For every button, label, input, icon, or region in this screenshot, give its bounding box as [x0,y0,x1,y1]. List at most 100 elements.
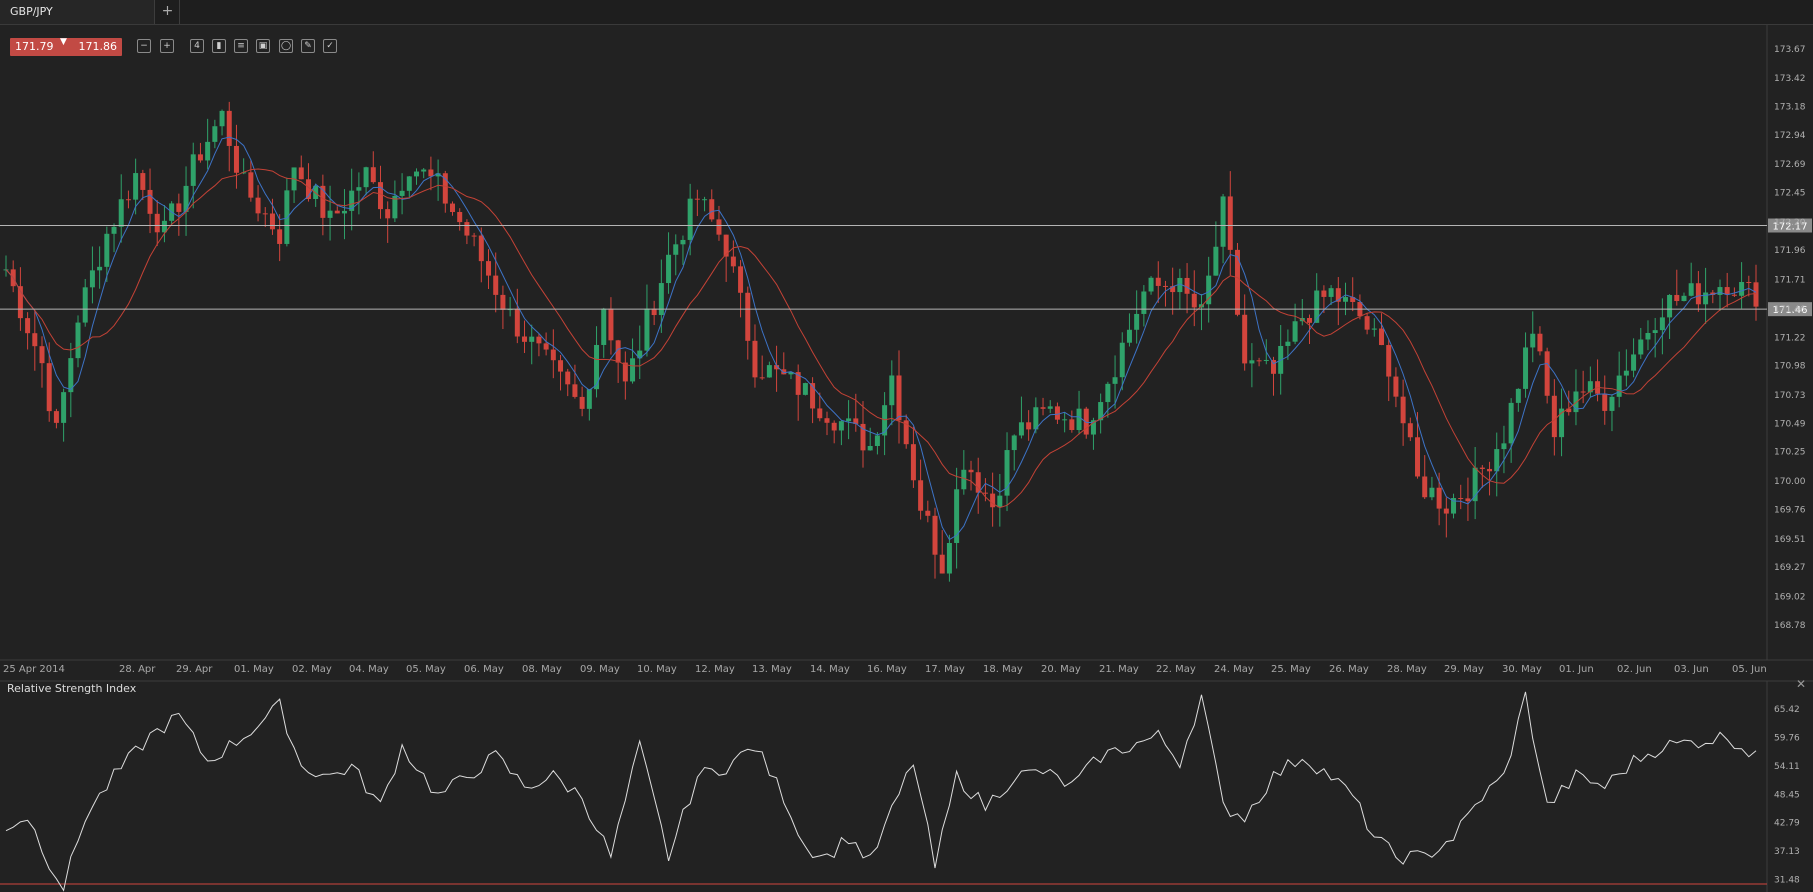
timeframe-icon[interactable]: 4 [190,39,204,53]
rsi-panel-title: Relative Strength Index [7,682,137,695]
candle-body [1206,275,1212,305]
indicators-icon[interactable]: ≡ [234,39,248,53]
candle-body [305,179,311,200]
candle-body [1069,419,1075,431]
candle-body [1602,393,1608,411]
candle-body [550,349,556,361]
candle-body [46,363,52,412]
candle-body [1004,450,1010,496]
templates-icon[interactable]: ▣ [256,39,270,53]
time-tick-label: 13. May [752,664,792,675]
tab-gbp-jpy[interactable]: GBP/JPY [0,0,155,24]
candle-body [1018,422,1024,436]
candle-body [838,421,844,431]
candle-body [1263,359,1269,361]
candle-body [1026,422,1032,430]
time-tick-label: 02. Jun [1617,664,1652,675]
candle-body [1191,293,1197,308]
candle-body [1220,196,1226,247]
candle-body [226,110,232,146]
candle-body [997,495,1003,508]
candle-body [161,220,167,233]
candle-body [694,198,700,200]
candle-body [399,190,405,196]
candle-body [1487,468,1493,472]
quote-box[interactable]: 171.79 ▼ 171.86 [10,37,122,56]
candle-body [1695,283,1701,305]
candle-body [53,411,59,423]
draw-icon[interactable]: ✎ [301,39,315,53]
candle-body [298,167,304,180]
candle-body [1429,487,1435,498]
candle-body [1242,314,1248,364]
candle-body [1335,288,1341,302]
objects-icon[interactable]: ◯ [279,39,293,53]
time-tick-label: 22. May [1156,664,1196,675]
candle-body [666,254,672,284]
candle-body [61,392,67,423]
candle-body [730,256,736,267]
candle-body [385,209,391,219]
candle-body [1508,402,1514,444]
candle-body [1306,317,1312,323]
price-tick-label: 168.78 [1774,621,1806,631]
price-tick-label: 172.20 [1774,218,1806,228]
ma-slow-line [5,168,1757,509]
candle-body [356,187,362,191]
candle-body [334,210,340,214]
candle-body [536,336,542,344]
candle-body [269,213,275,230]
candle-body [1659,317,1665,331]
candle-body [406,176,412,191]
close-icon[interactable]: ✕ [1796,677,1807,691]
candle-body [1746,282,1752,284]
candle-body [586,389,592,409]
candle-body [543,343,549,350]
settings-icon[interactable]: ✓ [323,39,337,53]
candle-body [795,372,801,395]
candle-body [104,233,110,267]
time-tick-label: 08. May [522,664,562,675]
add-tab-button[interactable]: + [156,0,180,24]
ask-price[interactable]: 171.86 [78,40,118,53]
candle-body [464,222,470,236]
chart-area[interactable]: Relative Strength Index 172.17 171.46 173… [0,25,1813,892]
price-tick-label: 170.49 [1774,419,1806,429]
zoom-out-icon[interactable]: − [137,39,151,53]
price-chart[interactable]: Relative Strength Index 172.17 171.46 173… [0,25,1813,892]
candle-body [1638,339,1644,355]
candle-body [572,384,578,397]
price-tick-label: 169.27 [1774,563,1806,573]
candle-body [154,213,160,233]
candle-body [471,235,477,237]
candle-body [17,286,23,319]
candle-body [745,292,751,341]
candle-body [874,435,880,446]
price-tick-label: 169.51 [1774,535,1806,545]
candle-body [1126,329,1132,343]
candle-body [1062,419,1068,421]
candle-body [68,358,74,393]
candle-body [478,235,484,262]
candle-body [1573,391,1579,413]
candle-body [1148,277,1154,292]
chart-type-icon[interactable]: ▮ [212,39,226,53]
candle-body [349,190,355,211]
bid-price[interactable]: 171.79 [15,40,54,53]
candle-body [860,423,866,451]
candle-body [1285,341,1291,346]
candle-body [1105,383,1111,403]
zoom-in-icon[interactable]: + [160,39,174,53]
price-tick-label: 170.00 [1774,477,1806,487]
candle-body [363,167,369,188]
time-tick-label: 06. May [464,664,504,675]
ma-fast-line [5,136,1757,541]
down-arrow-icon: ▼ [60,37,67,47]
price-axis: 173.67 173.42 173.18 172.94 172.69 172.45 172.… [1774,45,1806,631]
candle-body [759,377,765,379]
candle-body [1321,290,1327,297]
rsi-series [0,691,1767,892]
candle-body [637,350,643,359]
candle-body [1155,277,1161,286]
candle-body [262,213,268,215]
